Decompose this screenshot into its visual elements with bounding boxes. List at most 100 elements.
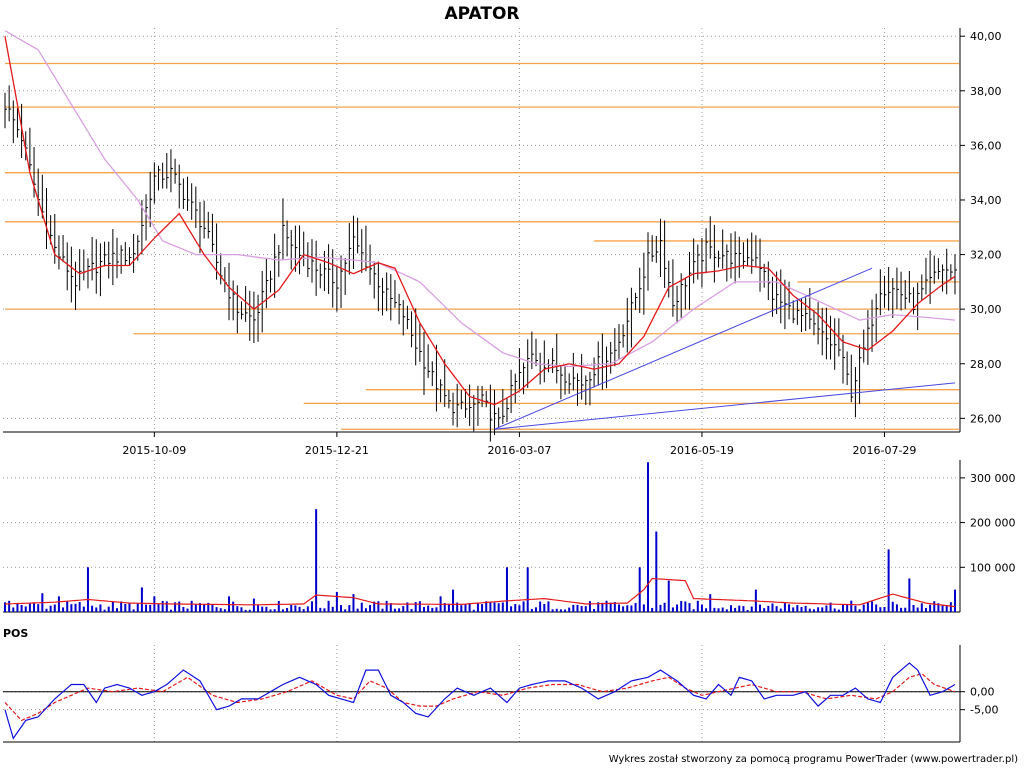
volume-bar bbox=[66, 601, 69, 612]
volume-bar bbox=[360, 602, 363, 612]
price-ytick-label-5: 36,00 bbox=[970, 139, 1002, 152]
volume-bar bbox=[763, 608, 766, 612]
volume-bar bbox=[86, 567, 89, 612]
volume-bar bbox=[244, 609, 247, 612]
volume-bar bbox=[647, 462, 650, 612]
volume-bar bbox=[418, 601, 421, 612]
volume-bar bbox=[613, 602, 616, 612]
volume-bar bbox=[377, 601, 380, 612]
price-xtick-label-3: 2016-05-19 bbox=[670, 444, 734, 457]
volume-bar bbox=[265, 606, 268, 612]
volume-bar bbox=[821, 607, 824, 612]
volume-bar bbox=[738, 605, 741, 612]
volume-bar bbox=[344, 609, 347, 612]
volume-bar bbox=[551, 609, 554, 612]
volume-bar bbox=[443, 603, 446, 612]
volume-bar bbox=[895, 604, 898, 612]
volume-bar bbox=[161, 600, 164, 612]
volume-bar bbox=[20, 605, 23, 612]
volume-bar bbox=[116, 608, 119, 612]
volume-bar bbox=[559, 609, 562, 612]
volume-bar bbox=[501, 602, 504, 612]
price-ytick-label-3: 32,00 bbox=[970, 249, 1002, 262]
volume-bar bbox=[518, 605, 521, 612]
pos-ytick-label-1: 0,00 bbox=[970, 686, 995, 699]
volume-bar bbox=[626, 605, 629, 612]
volume-bar bbox=[841, 604, 844, 612]
volume-bar bbox=[725, 609, 728, 612]
volume-bar bbox=[854, 605, 857, 612]
volume-bar bbox=[846, 604, 849, 612]
volume-bar bbox=[804, 605, 807, 612]
volume-bar bbox=[887, 549, 890, 612]
volume-bar bbox=[331, 606, 334, 612]
volume-bar bbox=[750, 606, 753, 612]
volume-bar bbox=[771, 603, 774, 612]
volume-bar bbox=[837, 609, 840, 612]
volume-bar bbox=[659, 604, 662, 612]
volume-bar bbox=[111, 601, 114, 612]
volume-bar bbox=[128, 602, 131, 612]
price-ytick-label-0: 26,00 bbox=[970, 412, 1002, 425]
volume-bar bbox=[460, 605, 463, 612]
volume-bar bbox=[514, 604, 517, 612]
volume-bar bbox=[684, 601, 687, 612]
volume-bar bbox=[219, 608, 222, 612]
volume-bar bbox=[472, 609, 475, 612]
volume-bar bbox=[37, 604, 40, 612]
volume-bar bbox=[812, 609, 815, 612]
volume-bar bbox=[663, 602, 666, 612]
volume-ytick-label-1: 200 000 bbox=[970, 517, 1016, 530]
volume-bar bbox=[223, 609, 226, 612]
volume-bar bbox=[62, 607, 65, 612]
volume-bar bbox=[393, 608, 396, 612]
volume-bar bbox=[91, 605, 94, 612]
volume-bar bbox=[800, 607, 803, 612]
volume-bar bbox=[924, 607, 927, 612]
volume-bar bbox=[53, 604, 56, 612]
volume-bar bbox=[103, 609, 106, 612]
volume-bar bbox=[875, 604, 878, 612]
volume-bar bbox=[510, 606, 513, 612]
volume-bar bbox=[124, 603, 127, 612]
volume-bar bbox=[431, 607, 434, 612]
volume-bar bbox=[435, 607, 438, 612]
volume-ytick-label-2: 300 000 bbox=[970, 472, 1016, 485]
volume-bar bbox=[136, 603, 139, 612]
volume-bar bbox=[522, 601, 525, 612]
volume-bar bbox=[783, 603, 786, 612]
volume-bar bbox=[597, 602, 600, 612]
volume-bar bbox=[817, 607, 820, 612]
volume-bar bbox=[912, 604, 915, 612]
volume-bar bbox=[634, 602, 637, 612]
volume-bar bbox=[539, 601, 542, 612]
footer-credit: Wykres został stworzony za pomocą progra… bbox=[609, 754, 1018, 765]
volume-bar bbox=[323, 608, 326, 612]
volume-bar bbox=[24, 606, 27, 612]
volume-bar bbox=[949, 602, 952, 612]
volume-bar bbox=[145, 604, 148, 612]
pos-signal-line bbox=[4, 673, 956, 722]
volume-bar bbox=[908, 578, 911, 612]
volume-bar bbox=[564, 609, 567, 612]
volume-bar bbox=[45, 608, 48, 612]
volume-bar bbox=[547, 601, 550, 612]
price-ytick-label-2: 30,00 bbox=[970, 303, 1002, 316]
volume-bar bbox=[306, 606, 309, 612]
volume-bar bbox=[232, 601, 235, 612]
volume-bar bbox=[57, 596, 60, 612]
volume-bar bbox=[593, 608, 596, 612]
volume-bar bbox=[269, 609, 272, 612]
volume-bar bbox=[609, 602, 612, 612]
volume-bar bbox=[808, 608, 811, 612]
volume-bar bbox=[729, 605, 732, 612]
volume-bar bbox=[236, 606, 239, 612]
volume-bar bbox=[207, 602, 210, 612]
volume-bar bbox=[169, 609, 172, 612]
volume-bar bbox=[779, 608, 782, 612]
volume-bar bbox=[95, 607, 98, 612]
volume-bar bbox=[945, 605, 948, 612]
volume-bar bbox=[70, 604, 73, 612]
volume-bar bbox=[535, 607, 538, 612]
volume-bar bbox=[174, 602, 177, 612]
